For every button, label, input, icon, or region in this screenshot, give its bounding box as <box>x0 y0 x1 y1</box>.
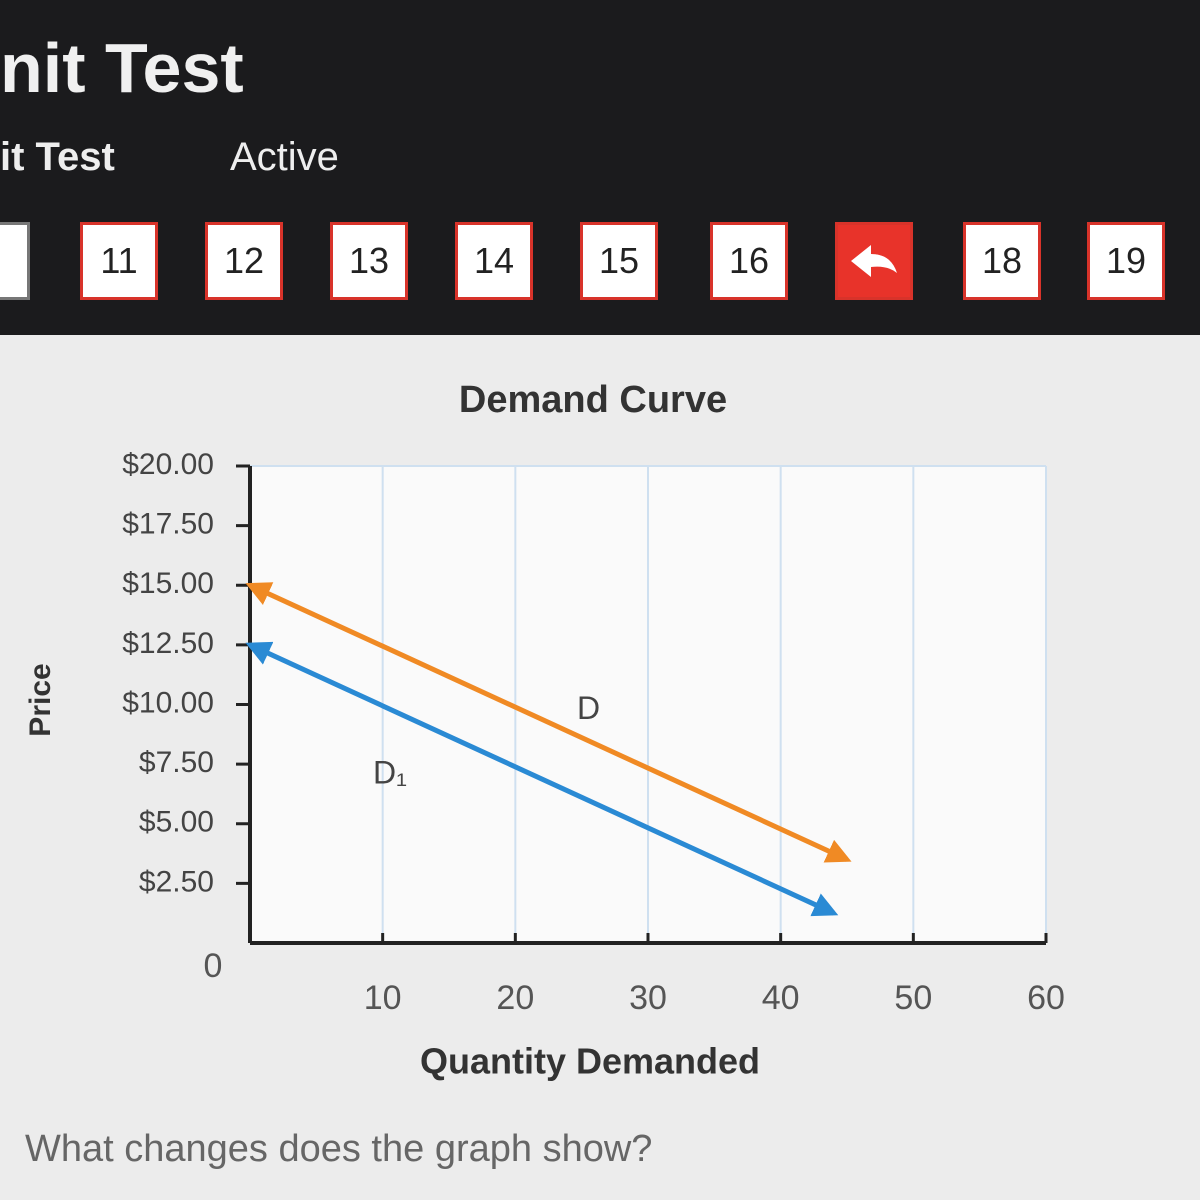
nav-button[interactable]: 18 <box>963 222 1041 300</box>
nav-button[interactable]: 12 <box>205 222 283 300</box>
nav-button[interactable] <box>0 222 30 300</box>
y-tick-label: $15.00 <box>122 567 214 600</box>
nav-button[interactable]: 19 <box>1087 222 1165 300</box>
x-tick-label: 0 <box>204 947 223 985</box>
x-tick-label: 30 <box>629 979 667 1017</box>
demand-line <box>245 641 839 917</box>
y-tick-label: $7.50 <box>139 746 214 779</box>
nav-button[interactable]: 14 <box>455 222 533 300</box>
page-title: nit Test <box>0 29 244 107</box>
back-icon <box>851 245 897 277</box>
y-tick-label: $17.50 <box>122 508 214 541</box>
nav-button-current[interactable] <box>835 222 913 300</box>
nav-button[interactable]: 15 <box>580 222 658 300</box>
x-tick-label: 60 <box>1027 979 1065 1017</box>
y-tick-label: $12.50 <box>122 627 214 660</box>
nav-button[interactable]: 13 <box>330 222 408 300</box>
x-tick-label: 20 <box>496 979 534 1017</box>
series-label: D <box>577 690 600 726</box>
question: What changes does the graph show? <box>25 1128 653 1170</box>
y-tick-label: $5.00 <box>139 806 214 839</box>
y-tick-label: $2.50 <box>139 865 214 898</box>
y-tick-label: $10.00 <box>122 686 214 719</box>
x-tick-label: 50 <box>894 979 932 1017</box>
nav-button[interactable]: 16 <box>710 222 788 300</box>
test-name: it Test <box>0 135 115 179</box>
x-tick-label: 40 <box>762 979 800 1017</box>
y-tick-label: $20.00 <box>122 448 214 481</box>
x-tick-label: 10 <box>364 979 402 1017</box>
header-bar: nit Test it Test Active 11 12 13 14 15 16 18 19 <box>0 0 1200 335</box>
nav-button[interactable]: 11 <box>80 222 158 300</box>
series-label: D₁ <box>373 754 407 790</box>
chart-title: Demand Curve <box>459 379 727 421</box>
y-axis-label: Price <box>24 663 57 736</box>
x-axis-label: Quantity Demanded <box>420 1041 760 1082</box>
status: Active <box>230 135 339 179</box>
